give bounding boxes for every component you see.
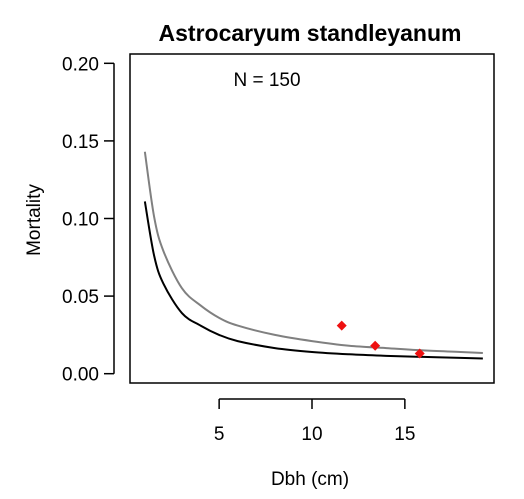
x-axis-title: Dbh (cm) (271, 469, 349, 490)
x-tick-label: 5 (214, 424, 225, 445)
fitted-curves (143, 151, 483, 360)
y-axis: 0.00 0.05 0.10 0.15 0.20 (62, 54, 115, 386)
data-point-diamond (370, 340, 381, 351)
y-tick-label: 0.00 (62, 365, 99, 386)
y-tick-label: 0.10 (62, 210, 99, 231)
y-axis-title: Mortality (24, 184, 45, 256)
y-tick-label: 0.15 (62, 132, 99, 153)
y-tick-label: 0.05 (62, 287, 99, 308)
x-axis: 5 10 15 (214, 398, 415, 445)
sample-size-annotation: N = 150 (233, 70, 300, 91)
fitted-curve-black (143, 201, 483, 360)
x-tick-label: 10 (301, 424, 322, 445)
data-point-diamond (414, 348, 425, 359)
y-tick-label: 0.20 (62, 54, 99, 75)
x-tick-label: 15 (394, 424, 415, 445)
chart-title: Astrocaryum standleyanum (159, 20, 462, 46)
data-points (336, 320, 425, 359)
data-point-diamond (336, 320, 347, 331)
plot-frame (129, 53, 495, 384)
